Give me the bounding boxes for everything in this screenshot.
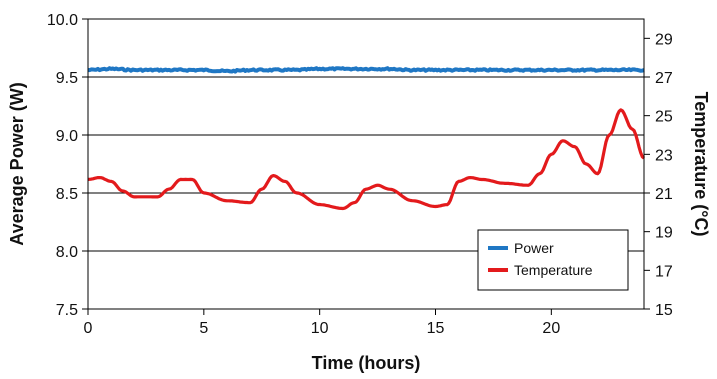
y-tick-label-4: 9.5: [56, 70, 78, 87]
y-tick-label-5: 10.0: [47, 12, 78, 29]
y-axis-title: Average Power (W): [7, 82, 27, 245]
plot-frame: [87, 18, 645, 310]
y2-tick-label-6: 27: [655, 70, 673, 87]
x-tick-label-1: 5: [199, 320, 208, 337]
y2-axis-title: Temperature (°C): [691, 92, 711, 237]
y2-tick-label-5: 25: [655, 109, 673, 126]
y2-tick-label-0: 15: [655, 302, 673, 319]
x-tick-label-2: 10: [311, 320, 329, 337]
x-tick-label-0: 0: [84, 320, 93, 337]
series-layer: [87, 66, 646, 211]
y2-tick-label-7: 29: [655, 31, 673, 48]
y2-tick-label-4: 23: [655, 147, 673, 164]
y-tick-label-3: 9.0: [56, 128, 78, 145]
series-line-temperature: [87, 108, 646, 211]
y-tick-label-1: 8.0: [56, 244, 78, 261]
y-tick-label-0: 7.5: [56, 302, 78, 319]
x-axis-title: Time (hours): [312, 353, 421, 373]
y2-tick-label-1: 17: [655, 263, 673, 280]
ticks: 7.5 8.0 8.5 9.0 9.5 10.0 15 17 19 21 23 25 27 29 0 5 10 1…: [47, 12, 673, 337]
series-line-power: [87, 66, 645, 74]
legend-label-temperature: Temperature: [514, 262, 593, 278]
legend-label-power: Power: [514, 240, 554, 256]
y-tick-label-2: 8.5: [56, 186, 78, 203]
legend-box: [477, 229, 629, 291]
y2-tick-label-2: 19: [655, 225, 673, 242]
legend: Power Temperature: [477, 229, 629, 291]
x-tick-label-4: 20: [542, 320, 560, 337]
x-tick-label-3: 15: [427, 320, 445, 337]
y2-tick-label-3: 21: [655, 186, 673, 203]
